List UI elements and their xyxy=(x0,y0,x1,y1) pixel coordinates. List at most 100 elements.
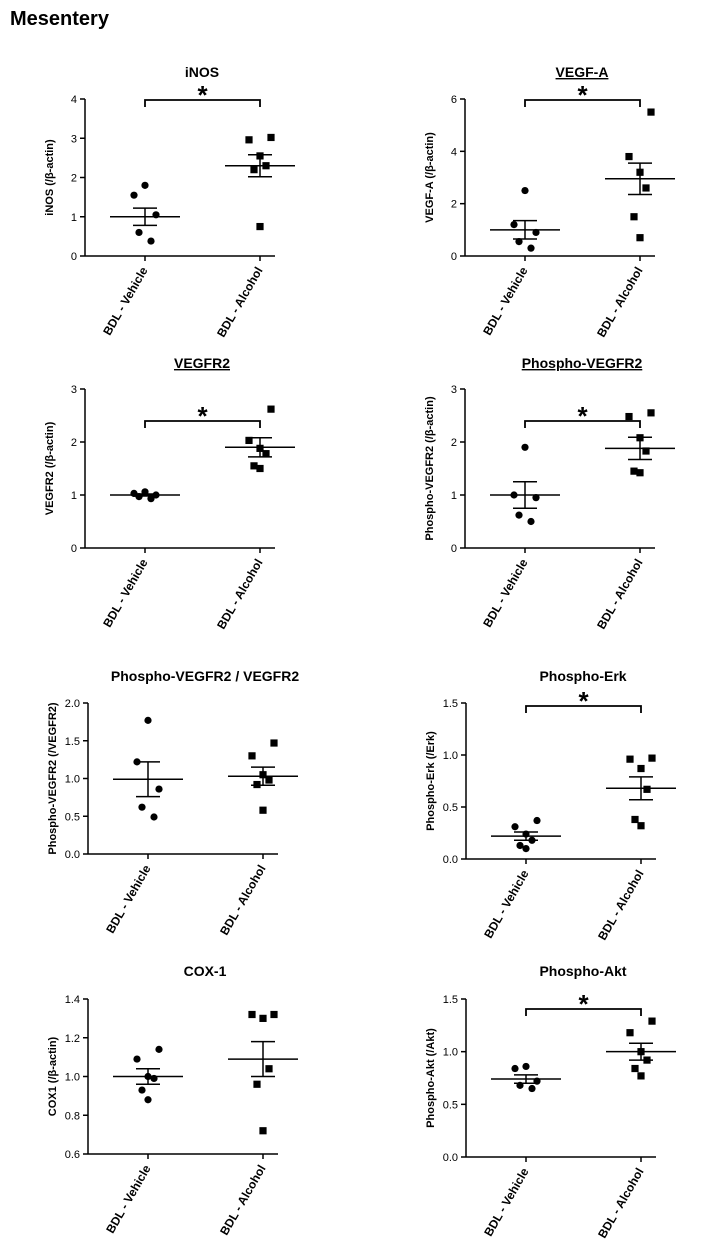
y-tick-label: 1 xyxy=(451,490,457,502)
y-tick-label: 3 xyxy=(71,384,77,396)
data-point-square xyxy=(626,1029,634,1037)
chart-title: iNOS xyxy=(185,64,219,80)
data-point-circle xyxy=(515,238,523,246)
y-tick-label: 0.0 xyxy=(443,1152,458,1164)
significance-bracket xyxy=(525,705,642,713)
data-point-square xyxy=(248,752,256,760)
y-axis-label: COX1 (/β-actin) xyxy=(47,1036,59,1116)
x-category-label: BDL - Vehicle xyxy=(481,1165,532,1239)
data-point-square xyxy=(262,450,270,458)
x-category-label: BDL - Alcohol xyxy=(594,265,645,340)
chart-panel: iNOS 0 1 2 3 4 iNOS (/β-actin) BDL - Vehicle BDL… xyxy=(44,64,295,340)
data-point-square xyxy=(270,1010,278,1019)
data-point-square xyxy=(267,405,275,413)
data-point-circle xyxy=(533,816,541,825)
significance-bracket xyxy=(524,420,641,428)
data-point-circle xyxy=(528,1084,536,1093)
significance-marker: * xyxy=(578,686,589,716)
data-point-circle xyxy=(155,785,163,793)
y-tick-label: 0.0 xyxy=(443,854,458,866)
significance-bracket xyxy=(144,99,261,107)
data-point-circle xyxy=(138,1086,146,1094)
chart-panel: VEGF-A 0 2 4 6 VEGF-A (/β-actin) BDL - Vehicle… xyxy=(424,64,675,340)
data-point-square xyxy=(245,136,253,144)
data-point-circle xyxy=(522,1062,530,1071)
chart-panel: COX-1 0.6 0.8 1.0 1.2 1.4 COX1 (/β-actin) BDL -… xyxy=(47,963,298,1238)
y-axis-label: Phospho-Erk (/Erk) xyxy=(425,731,437,831)
data-point-square xyxy=(625,152,633,161)
y-tick-label: 3 xyxy=(71,133,77,145)
data-point-square xyxy=(642,447,650,455)
y-tick-label: 0.0 xyxy=(65,849,80,861)
data-point-square xyxy=(631,815,639,824)
data-point-square xyxy=(270,739,278,747)
data-point-circle xyxy=(532,228,540,237)
y-tick-label: 0 xyxy=(451,251,457,263)
y-tick-label: 1.5 xyxy=(443,698,458,710)
data-point-square xyxy=(637,764,645,773)
data-point-circle xyxy=(515,511,523,519)
x-category-label: BDL - Alcohol xyxy=(595,1166,646,1241)
y-tick-label: 4 xyxy=(71,94,77,106)
data-point-circle xyxy=(138,803,146,811)
y-tick-label: 0.5 xyxy=(443,802,458,814)
y-tick-label: 1.0 xyxy=(443,750,458,762)
data-point-square xyxy=(253,780,261,789)
data-point-square xyxy=(648,1017,656,1025)
y-axis-label: VEGF-A (/β-actin) xyxy=(424,132,436,223)
data-point-square xyxy=(636,469,644,477)
data-point-square xyxy=(256,222,264,231)
chart-panel: Phospho-VEGFR2 / VEGFR2 0.0 0.5 1.0 1.5 2.0 Ph… xyxy=(47,668,299,938)
y-tick-label: 2 xyxy=(451,437,457,449)
data-point-square xyxy=(647,409,655,417)
data-point-square xyxy=(626,755,634,763)
chart-title: VEGF-A xyxy=(556,64,609,80)
chart-panel: Phospho-VEGFR2 0 1 2 3 Phospho-VEGFR2 (/β-act… xyxy=(424,355,675,632)
y-tick-label: 1.0 xyxy=(65,774,80,786)
chart-title: VEGFR2 xyxy=(174,355,230,371)
chart-title: COX-1 xyxy=(184,963,227,979)
data-point-circle xyxy=(521,186,529,195)
y-tick-label: 2 xyxy=(71,173,77,185)
significance-marker: * xyxy=(197,401,208,431)
data-point-square xyxy=(648,754,656,762)
chart-panel: VEGFR2 0 1 2 3 VEGFR2 (/β-actin) BDL - Vehicle… xyxy=(44,355,295,632)
data-point-circle xyxy=(135,228,143,237)
data-point-square xyxy=(265,1065,273,1073)
data-point-circle xyxy=(130,191,138,199)
data-point-circle xyxy=(511,1064,519,1073)
chart-panel: Phospho-Akt 0.0 0.5 1.0 1.5 Phospho-Akt (/Akt… xyxy=(425,963,676,1241)
x-category-label: BDL - Alcohol xyxy=(217,1163,268,1238)
data-point-square xyxy=(259,1014,267,1022)
y-axis-label: iNOS (/β-actin) xyxy=(44,139,56,216)
y-tick-label: 6 xyxy=(451,94,457,106)
data-point-circle xyxy=(141,181,149,189)
y-axis-label: Phospho-Akt (/Akt) xyxy=(425,1028,437,1128)
data-point-square xyxy=(637,1072,645,1080)
y-tick-label: 0 xyxy=(71,251,77,263)
significance-marker: * xyxy=(577,401,588,431)
data-point-square xyxy=(256,464,264,473)
y-tick-label: 2.0 xyxy=(65,698,80,710)
significance-bracket xyxy=(144,420,261,428)
data-point-square xyxy=(265,776,273,784)
y-tick-label: 0.5 xyxy=(443,1099,458,1111)
y-tick-label: 0.8 xyxy=(65,1110,80,1122)
y-tick-label: 1 xyxy=(71,212,77,224)
data-point-square xyxy=(250,462,258,470)
x-category-label: BDL - Vehicle xyxy=(480,264,531,338)
y-axis-label: Phospho-VEGFR2 (/β-actin) xyxy=(424,396,436,541)
chart-title: Phospho-VEGFR2 / VEGFR2 xyxy=(111,668,299,684)
x-category-label: BDL - Vehicle xyxy=(481,867,532,941)
y-tick-label: 1.0 xyxy=(65,1072,80,1084)
x-category-label: BDL - Alcohol xyxy=(214,265,265,340)
x-category-label: BDL - Vehicle xyxy=(480,556,531,630)
y-tick-label: 3 xyxy=(451,384,457,396)
data-point-square xyxy=(642,184,650,192)
y-tick-label: 0 xyxy=(71,543,77,555)
y-tick-label: 2 xyxy=(451,199,457,211)
data-point-circle xyxy=(144,716,152,724)
data-point-square xyxy=(647,108,655,116)
data-point-square xyxy=(630,213,638,221)
